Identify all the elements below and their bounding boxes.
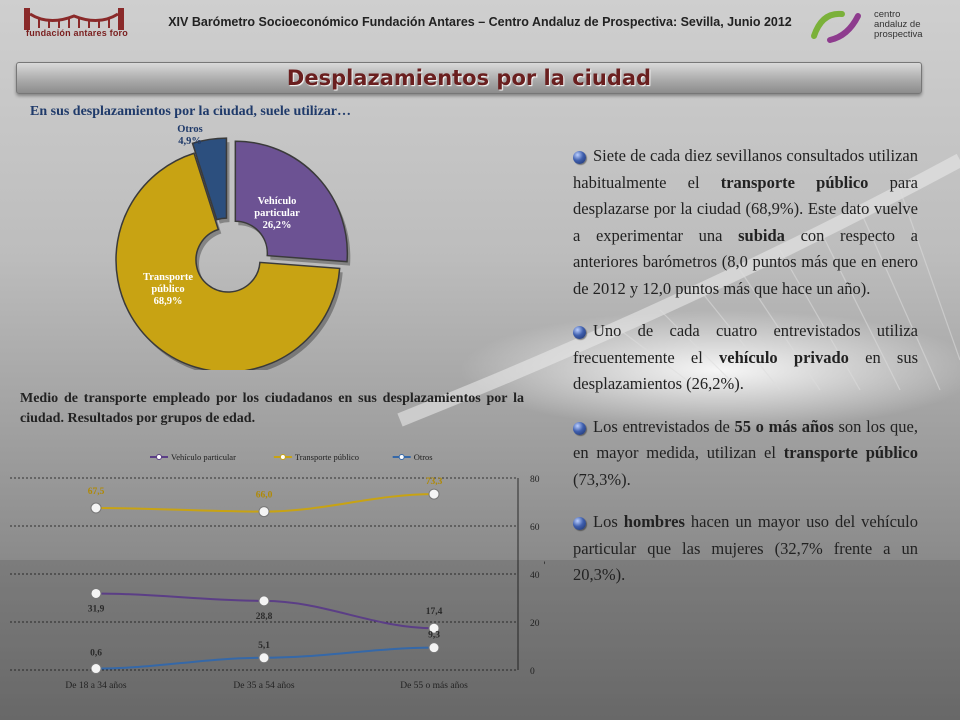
finding-text: Los bbox=[593, 512, 624, 531]
data-label: 5,1 bbox=[258, 641, 270, 651]
bullet-sphere-icon bbox=[573, 151, 586, 164]
foundation-logo bbox=[24, 8, 124, 30]
donut-slice bbox=[191, 137, 228, 221]
data-label: 0,6 bbox=[90, 649, 102, 659]
legend-label: Transporte público bbox=[295, 452, 359, 462]
data-point bbox=[90, 502, 102, 514]
donut-slice-label: Otros 4,9% bbox=[177, 124, 202, 147]
x-tick-label: De 35 a 54 años bbox=[233, 681, 295, 691]
x-tick-label: De 18 a 34 años bbox=[65, 681, 127, 691]
y-tick-label: 80 bbox=[530, 475, 540, 485]
data-point bbox=[428, 488, 440, 500]
finding-bullet: Siete de cada diez sevillanos consultado… bbox=[573, 143, 918, 302]
prospectiva-logo-text: centro andaluz de prospectiva bbox=[874, 10, 923, 40]
finding-bullet: Los hombres hacen un mayor uso del vehíc… bbox=[573, 509, 918, 589]
data-label: 73,3 bbox=[426, 477, 443, 487]
data-label: 66,0 bbox=[256, 491, 273, 501]
data-label: 28,8 bbox=[256, 612, 273, 622]
data-label: 17,4 bbox=[426, 607, 443, 617]
finding-text: Los entrevistados de bbox=[593, 416, 735, 436]
finding-text: son los que, en mayor medida, utilizan e… bbox=[573, 416, 919, 463]
legend-marker bbox=[279, 454, 286, 460]
age-group-line-chart: 0 20 40 60 80% De 18 a 34 años De 35 a 54 años… bbox=[10, 452, 545, 691]
finding-highlight: hombres bbox=[623, 512, 685, 531]
data-label: 31,9 bbox=[88, 604, 105, 614]
donut-slice bbox=[115, 152, 341, 370]
finding-text: con respecto a anteriores barómetros (8,… bbox=[573, 225, 919, 298]
logo-line-3: prospectiva bbox=[874, 29, 923, 40]
bullet-sphere-icon bbox=[573, 421, 586, 435]
legend-marker bbox=[398, 454, 405, 460]
line-chart-caption: Medio de transporte empleado por los ciu… bbox=[20, 391, 524, 426]
donut-slice-label: Vehículo particular 26,2% bbox=[254, 196, 300, 231]
legend-marker bbox=[156, 454, 162, 460]
finding-text: hacen un mayor uso del vehículo particul… bbox=[573, 512, 918, 584]
data-point bbox=[258, 595, 270, 607]
finding-highlight: 55 o más años bbox=[734, 416, 834, 436]
prospectiva-logo bbox=[811, 10, 861, 43]
y-axis-label: % bbox=[544, 560, 545, 571]
logo-line-1: centro bbox=[874, 9, 901, 20]
finding-text: (73,3%). bbox=[573, 469, 631, 489]
x-tick-label: De 55 o más años bbox=[400, 681, 468, 691]
data-point bbox=[258, 506, 270, 518]
data-point bbox=[428, 622, 440, 634]
y-tick-label: 40 bbox=[530, 571, 540, 581]
data-point bbox=[90, 663, 102, 675]
finding-highlight: subida bbox=[738, 225, 785, 245]
finding-bullet: Los entrevistados de 55 o más años son l… bbox=[573, 414, 918, 494]
finding-text: Uno de cada cuatro entrevistados utiliza… bbox=[573, 321, 918, 367]
bullet-sphere-icon bbox=[573, 326, 586, 339]
logo-line-2: andaluz de bbox=[874, 19, 921, 30]
finding-text: en sus desplazamientos (26,2%). bbox=[573, 347, 918, 394]
report-title: XIV Barómetro Socioeconómico Fundación A… bbox=[168, 15, 792, 29]
donut-slice bbox=[234, 140, 349, 263]
finding-text: Siete de cada diez sevillanos consultado… bbox=[573, 146, 918, 192]
finding-highlight: transporte público bbox=[783, 443, 918, 462]
title-banner: Desplazamientos por la ciudad bbox=[16, 62, 922, 94]
finding-highlight: transporte público bbox=[720, 172, 869, 192]
finding-bullet: Uno de cada cuatro entrevistados utiliza… bbox=[573, 318, 918, 398]
finding-highlight: vehículo privado bbox=[719, 347, 849, 367]
foundation-logo-text: fundación antares foro bbox=[26, 28, 128, 38]
y-tick-label: 0 bbox=[530, 667, 535, 677]
bullet-sphere-icon bbox=[573, 517, 586, 530]
findings-list: Siete de cada diez sevillanos consultado… bbox=[573, 143, 918, 605]
transport-donut-chart: Vehículo particular 26,2% Transporte público… bbox=[115, 124, 351, 370]
data-point bbox=[258, 652, 270, 664]
data-label: 9,3 bbox=[428, 631, 440, 641]
legend-label: Vehículo particular bbox=[171, 452, 236, 462]
pie-intro-text: En sus desplazamientos por la ciudad, su… bbox=[30, 104, 352, 119]
donut-slice-label: Transporte público 68,9% bbox=[143, 272, 193, 307]
header: fundación antares foro XIV Barómetro Soc… bbox=[0, 0, 960, 50]
slide-title: Desplazamientos por la ciudad bbox=[286, 66, 652, 90]
y-tick-label: 60 bbox=[530, 523, 540, 533]
data-point bbox=[90, 587, 102, 599]
data-point bbox=[428, 642, 440, 654]
legend-label: Otros bbox=[414, 452, 433, 462]
finding-text: para desplazarse por la ciudad (68,9%). … bbox=[573, 172, 918, 245]
y-tick-label: 20 bbox=[530, 619, 540, 629]
data-label: 67,5 bbox=[88, 487, 105, 497]
